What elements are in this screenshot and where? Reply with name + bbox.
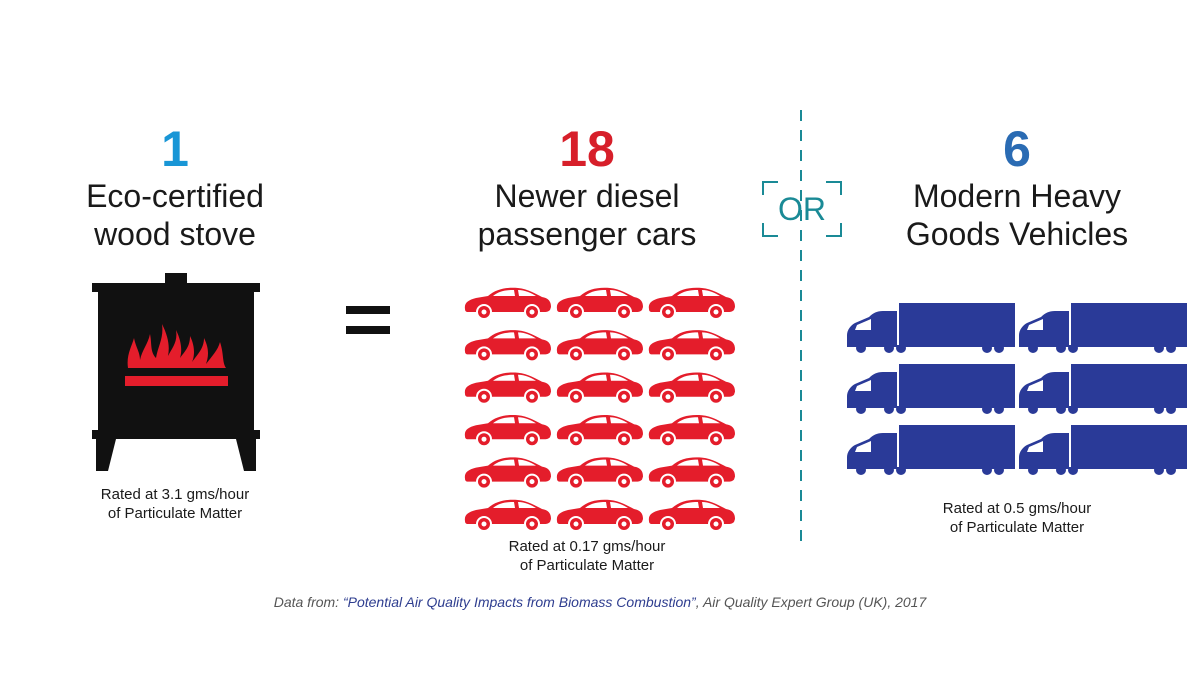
- stove-rating-line1: Rated at 3.1 gms/hour: [100, 486, 250, 503]
- stove-label: Eco-certified wood stove: [25, 177, 325, 253]
- stove-rating-line2: of Particulate Matter: [107, 505, 243, 522]
- car-icon: [556, 287, 643, 318]
- car-icon: [556, 330, 643, 361]
- stove-rating: Rated at 3.1 gms/hour of Particulate Mat…: [45, 485, 305, 523]
- wood-stove-icon: [92, 273, 260, 471]
- or-label: OR: [778, 191, 826, 227]
- equals-icon: [346, 306, 390, 334]
- car-grid: [464, 287, 735, 530]
- hgv-rating-line1: Rated at 0.5 gms/hour: [942, 500, 1092, 517]
- car-icon: [464, 414, 551, 446]
- car-icon: [556, 414, 643, 446]
- truck-icon: [847, 303, 1015, 353]
- source-title: “Potential Air Quality Impacts from Biom…: [342, 594, 696, 610]
- car-icon: [464, 457, 551, 488]
- car-icon: [648, 330, 735, 361]
- stove-label-line1: Eco-certified: [86, 178, 264, 214]
- car-icon: [464, 330, 551, 361]
- car-icon: [648, 499, 735, 530]
- car-icon: [464, 499, 551, 530]
- or-label-box: OR: [762, 181, 842, 237]
- car-icon: [556, 457, 643, 488]
- truck-icon: [1019, 303, 1187, 353]
- truck-icon: [847, 364, 1015, 414]
- cars-rating: Rated at 0.17 gms/hour of Particulate Ma…: [467, 537, 707, 575]
- car-icon: [556, 499, 643, 530]
- stove-label-line2: wood stove: [94, 216, 256, 252]
- cars-label: Newer diesel passenger cars: [437, 177, 737, 253]
- cars-rating-line1: Rated at 0.17 gms/hour: [508, 538, 666, 555]
- hgv-label-line1: Modern Heavy: [912, 178, 1122, 214]
- hgv-count: 6: [1003, 121, 1031, 177]
- cars-rating-line2: of Particulate Matter: [519, 557, 655, 574]
- stove-count: 1: [161, 121, 189, 177]
- cars-label-line2: passenger cars: [477, 216, 697, 252]
- hgv-label: Modern Heavy Goods Vehicles: [867, 177, 1167, 253]
- car-icon: [648, 414, 735, 446]
- car-icon: [648, 287, 735, 318]
- truck-icon: [847, 425, 1015, 475]
- cars-count: 18: [559, 121, 615, 177]
- source-prefix: Data from:: [273, 594, 343, 610]
- cars-label-line1: Newer diesel: [494, 178, 680, 214]
- hgv-label-line2: Goods Vehicles: [905, 216, 1129, 252]
- source-citation: Data from: “Potential Air Quality Impact…: [0, 594, 1200, 610]
- car-icon: [464, 287, 551, 318]
- hgv-rating-line2: of Particulate Matter: [949, 519, 1085, 536]
- truck-icon: [1019, 364, 1187, 414]
- source-suffix: , Air Quality Expert Group (UK), 2017: [695, 594, 927, 610]
- car-icon: [464, 372, 551, 403]
- car-icon: [556, 372, 643, 403]
- truck-grid: [847, 303, 1187, 475]
- hgv-rating: Rated at 0.5 gms/hour of Particulate Mat…: [897, 499, 1137, 537]
- truck-icon: [1019, 425, 1187, 475]
- car-icon: [648, 372, 735, 403]
- car-icon: [648, 457, 735, 488]
